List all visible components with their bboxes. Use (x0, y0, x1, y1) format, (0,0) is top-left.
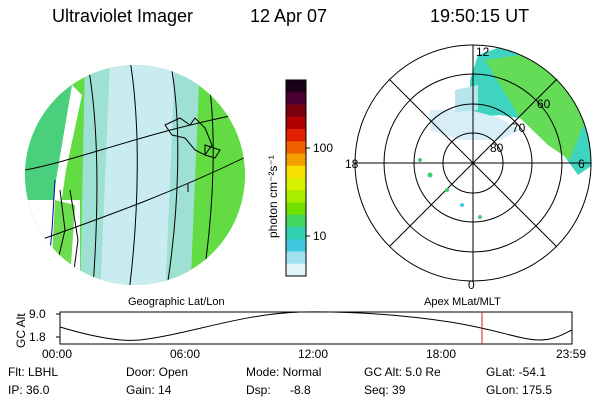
colorbar-stripe (286, 190, 306, 203)
mlt-label-12: 12 (476, 45, 490, 59)
timeline-y-tick-bottom: 1.8 (29, 330, 46, 344)
time-label: 19:50:15 UT (430, 6, 530, 26)
colorbar-stripe (286, 202, 306, 216)
door-info: Door: Open (126, 365, 189, 379)
altitude-timeline (56, 311, 573, 345)
mlt-label-6: 6 (578, 157, 585, 171)
gc-alt-info: GC Alt: 5.0 Re (364, 365, 441, 379)
seq-info: Seq: 39 (364, 383, 406, 397)
colorbar-stripe (286, 214, 306, 228)
dsp-label: Dsp: (246, 383, 271, 397)
lat-label-60: 60 (537, 97, 551, 111)
filter-info: Flt: LBHL (8, 365, 59, 379)
dsp-value: -8.8 (290, 383, 311, 397)
left-panel-label: Geographic Lat/Lon (128, 296, 225, 308)
glat-info: GLat: -54.1 (486, 365, 547, 379)
lat-label-70: 70 (512, 121, 526, 135)
app-title: Ultraviolet Imager (52, 6, 194, 26)
mlt-label-18: 18 (345, 157, 359, 171)
colorbar-stripe (286, 178, 306, 191)
timeline-axis-title: GC Alt (14, 313, 28, 348)
colorbar-stripe (286, 239, 306, 252)
timeline-x-tick-2359: 23:59 (556, 347, 587, 361)
colorbar-stripe (286, 251, 306, 265)
timeline-x-tick-1800: 18:00 (426, 347, 457, 361)
geographic-image (25, 65, 245, 285)
colorbar-stripe (286, 153, 306, 167)
colorbar-tick-100: 100 (313, 141, 334, 155)
colorbar-stripe (286, 227, 306, 240)
timeline-y-tick-top: 9.0 (29, 307, 46, 321)
date-label: 12 Apr 07 (250, 6, 328, 26)
colorbar-stripe (286, 165, 306, 179)
gain-info: Gain: 14 (126, 383, 172, 397)
colorbar-tick-10: 10 (313, 229, 327, 243)
colorbar (285, 79, 310, 277)
colorbar-stripe (286, 92, 306, 105)
colorbar-stripe (286, 116, 306, 130)
colorbar-stripe (286, 263, 306, 277)
colorbar-stripe (286, 129, 306, 142)
colorbar-stripe (286, 104, 306, 118)
mode-info: Mode: Normal (246, 365, 322, 379)
polar-plot (354, 44, 592, 282)
timeline-x-tick-1200: 12:00 (298, 347, 329, 361)
ip-info: IP: 36.0 (8, 383, 50, 397)
colorbar-stripe (286, 141, 306, 154)
glon-info: GLon: 175.5 (486, 383, 553, 397)
timeline-x-tick-0600: 06:00 (170, 347, 201, 361)
colorbar-unit-label: photon cm⁻²s⁻¹ (266, 155, 280, 238)
mlt-label-0: 0 (468, 278, 475, 292)
colorbar-stripe (286, 80, 306, 93)
timeline-x-tick-0000: 00:00 (42, 347, 73, 361)
lat-label-80: 80 (490, 141, 504, 155)
right-panel-label: Apex MLat/MLT (424, 296, 501, 308)
